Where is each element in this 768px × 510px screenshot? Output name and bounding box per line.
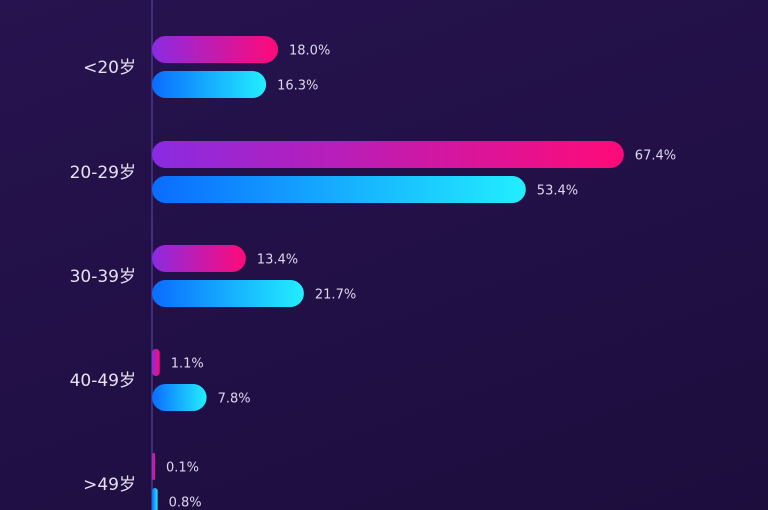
bar-series-0: [152, 453, 155, 480]
data-label: 13.4%: [257, 253, 298, 268]
bar-series-0: [152, 141, 624, 168]
bar-series-1: [152, 280, 304, 307]
bar-series-0: [152, 349, 160, 376]
data-label: 53.4%: [537, 184, 578, 199]
data-label: 67.4%: [635, 149, 676, 164]
category-label: >49岁: [83, 475, 136, 495]
data-label: 18.0%: [289, 44, 330, 59]
bar-series-1: [152, 488, 158, 510]
data-label: 16.3%: [277, 79, 318, 94]
data-label: 21.7%: [315, 288, 356, 303]
data-label: 0.1%: [166, 461, 199, 476]
data-label: 7.8%: [218, 392, 251, 407]
category-label: 40-49岁: [70, 371, 136, 391]
bar-series-0: [152, 245, 246, 272]
category-label: 20-29岁: [70, 163, 136, 183]
bar-series-1: [152, 176, 526, 203]
bar-series-1: [152, 384, 207, 411]
data-label: 1.1%: [171, 357, 204, 372]
data-label: 0.8%: [169, 496, 202, 510]
bar-series-0: [152, 36, 278, 63]
category-label: <20岁: [83, 58, 136, 78]
bar-series-1: [152, 71, 267, 98]
category-label: 30-39岁: [70, 267, 136, 287]
